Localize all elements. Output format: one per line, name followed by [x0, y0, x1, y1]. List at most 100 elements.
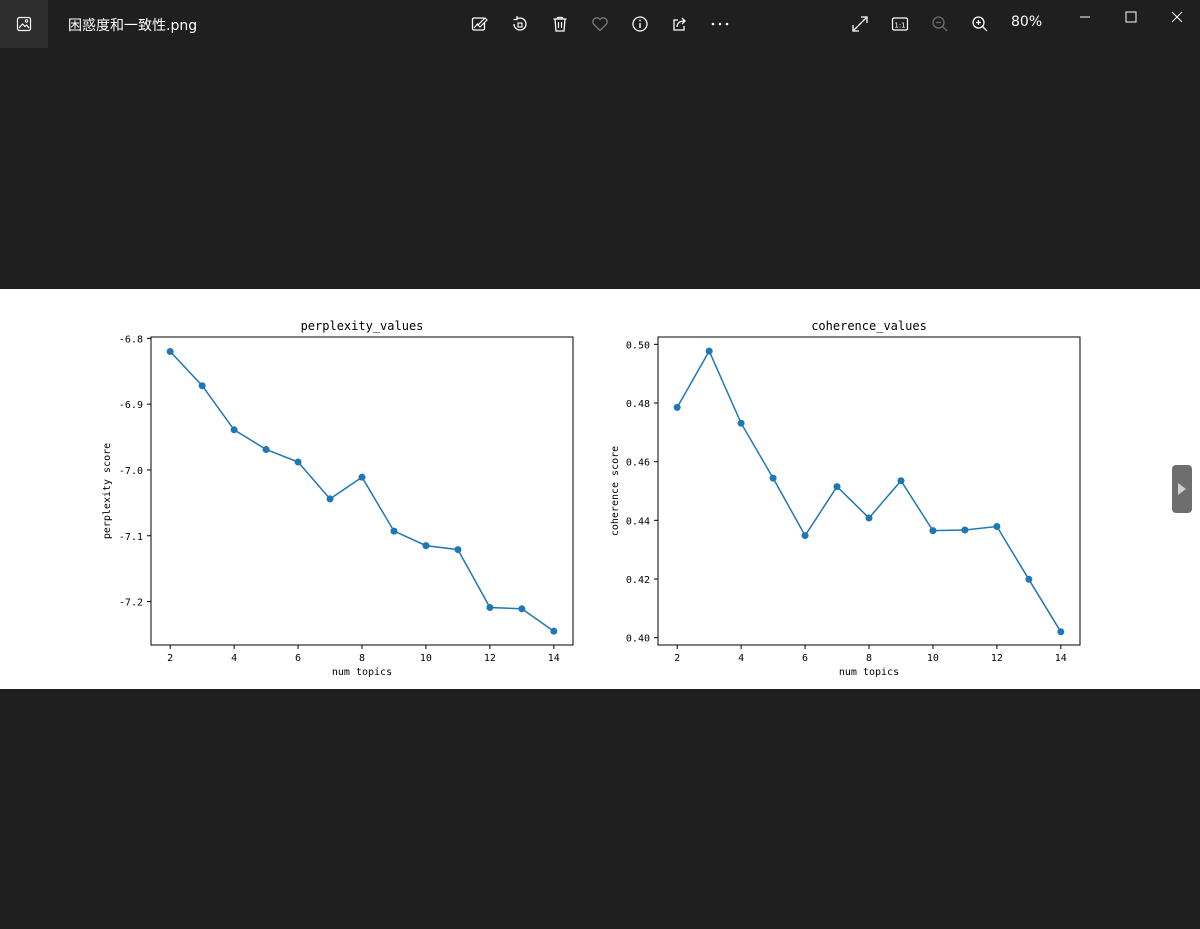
x-tick-label: 12 [991, 653, 1003, 664]
data-point [801, 532, 809, 540]
info-icon [632, 16, 648, 32]
data-point [769, 474, 777, 482]
maximize-button[interactable] [1120, 6, 1142, 28]
y-axis-label: coherence score [610, 446, 621, 536]
x-tick-label: 10 [927, 653, 939, 664]
actual-size-button[interactable]: 1:1 [888, 12, 912, 36]
actual-size-label: 1:1 [894, 21, 905, 29]
share-icon [673, 17, 686, 31]
data-point [705, 347, 713, 355]
y-tick-label: 0.50 [626, 340, 650, 351]
x-tick-label: 2 [674, 653, 680, 664]
x-tick-label: 8 [866, 653, 872, 664]
data-point [833, 483, 841, 491]
data-point [198, 382, 206, 390]
zoom-out-button[interactable] [928, 12, 952, 36]
close-button[interactable] [1166, 6, 1188, 28]
series-line [169, 350, 555, 632]
charts-figure: perplexity_values 2 4 6 8 10 12 14 -6.8 -6.9 -7.0 -… [102, 319, 1081, 678]
fullscreen-button[interactable] [848, 12, 872, 36]
data-point [737, 419, 745, 427]
edit-image-icon [471, 17, 488, 31]
x-axis-label: num topics [839, 667, 899, 678]
photos-app-icon [16, 16, 32, 32]
y-tick-label: -6.9 [119, 400, 143, 411]
data-point [294, 458, 302, 466]
data-point [961, 526, 969, 534]
more-icon [711, 22, 729, 26]
zoom-out-icon [932, 16, 948, 32]
maximize-icon [1125, 11, 1137, 23]
info-button[interactable] [628, 12, 652, 36]
data-point [358, 473, 366, 481]
data-point [166, 347, 174, 355]
delete-button[interactable] [548, 12, 572, 36]
fullscreen-icon [852, 16, 868, 32]
x-tick-label: 4 [738, 653, 744, 664]
y-tick-label: 0.44 [626, 516, 650, 527]
data-point [1025, 575, 1033, 583]
y-tick-label: -7.1 [119, 532, 143, 543]
share-button[interactable] [668, 12, 692, 36]
y-tick-label: 0.48 [626, 399, 650, 410]
edit-image-button[interactable] [468, 12, 492, 36]
window-title: 困惑度和一致性.png [68, 18, 198, 34]
plot-frame [657, 336, 1081, 646]
data-point [550, 627, 558, 635]
y-axis-label: perplexity score [102, 443, 113, 539]
x-tick-label: 8 [359, 653, 365, 664]
data-point [390, 527, 398, 535]
y-tick-label: 0.46 [626, 458, 650, 469]
zoom-in-button[interactable] [968, 12, 992, 36]
favorite-icon [592, 17, 608, 32]
data-point [865, 514, 873, 522]
data-point [454, 546, 462, 554]
data-point [422, 542, 430, 550]
x-tick-label: 2 [167, 653, 173, 664]
data-point [518, 605, 526, 613]
data-point [262, 446, 270, 454]
app-icon-button[interactable] [0, 0, 48, 48]
y-tick-label: 0.42 [626, 575, 650, 586]
zoom-level[interactable]: 80% [1011, 14, 1043, 30]
y-tick-label: -7.0 [119, 466, 143, 477]
chart-1: coherence_values 2 4 6 8 10 12 14 0.40 0.42 0.44 0.… [610, 319, 1081, 678]
x-tick-label: 4 [231, 653, 237, 664]
x-tick-label: 12 [484, 653, 496, 664]
rotate-button[interactable] [508, 12, 532, 36]
y-tick-label: -7.2 [119, 598, 143, 609]
more-button[interactable] [708, 12, 732, 36]
minimize-button[interactable] [1074, 6, 1096, 28]
chart-0: perplexity_values 2 4 6 8 10 12 14 -6.8 -6.9 -7.0 -… [102, 319, 574, 678]
chart-title: coherence_values [811, 319, 927, 333]
rotate-icon [513, 16, 527, 31]
data-point [929, 527, 937, 535]
actual-size-icon: 1:1 [891, 17, 909, 31]
data-point [1057, 628, 1065, 636]
minimize-icon [1080, 16, 1090, 18]
delete-icon [553, 16, 567, 32]
x-tick-label: 6 [295, 653, 301, 664]
zoom-in-icon [972, 16, 988, 32]
x-tick-label: 14 [548, 653, 560, 664]
chart-title: perplexity_values [301, 319, 424, 333]
title-bar: 困惑度和一致性.png [0, 0, 1200, 48]
chevron-right-icon [1178, 483, 1186, 495]
favorite-button[interactable] [588, 12, 612, 36]
y-tick-label: -6.8 [119, 334, 143, 345]
image-viewer-canvas: perplexity_values 2 4 6 8 10 12 14 -6.8 -6.9 -7.0 -… [0, 289, 1200, 689]
close-icon [1171, 11, 1183, 23]
x-tick-label: 14 [1055, 653, 1067, 664]
data-point [673, 403, 681, 411]
series-line [676, 349, 1062, 633]
x-axis-label: num topics [332, 667, 392, 678]
next-image-button[interactable] [1172, 465, 1192, 513]
x-tick-label: 6 [802, 653, 808, 664]
data-point [326, 495, 334, 503]
data-point [230, 426, 238, 434]
y-tick-label: 0.40 [626, 634, 650, 645]
x-tick-label: 10 [420, 653, 432, 664]
data-point [897, 477, 905, 485]
plot-frame [150, 336, 574, 646]
data-point [993, 522, 1001, 530]
